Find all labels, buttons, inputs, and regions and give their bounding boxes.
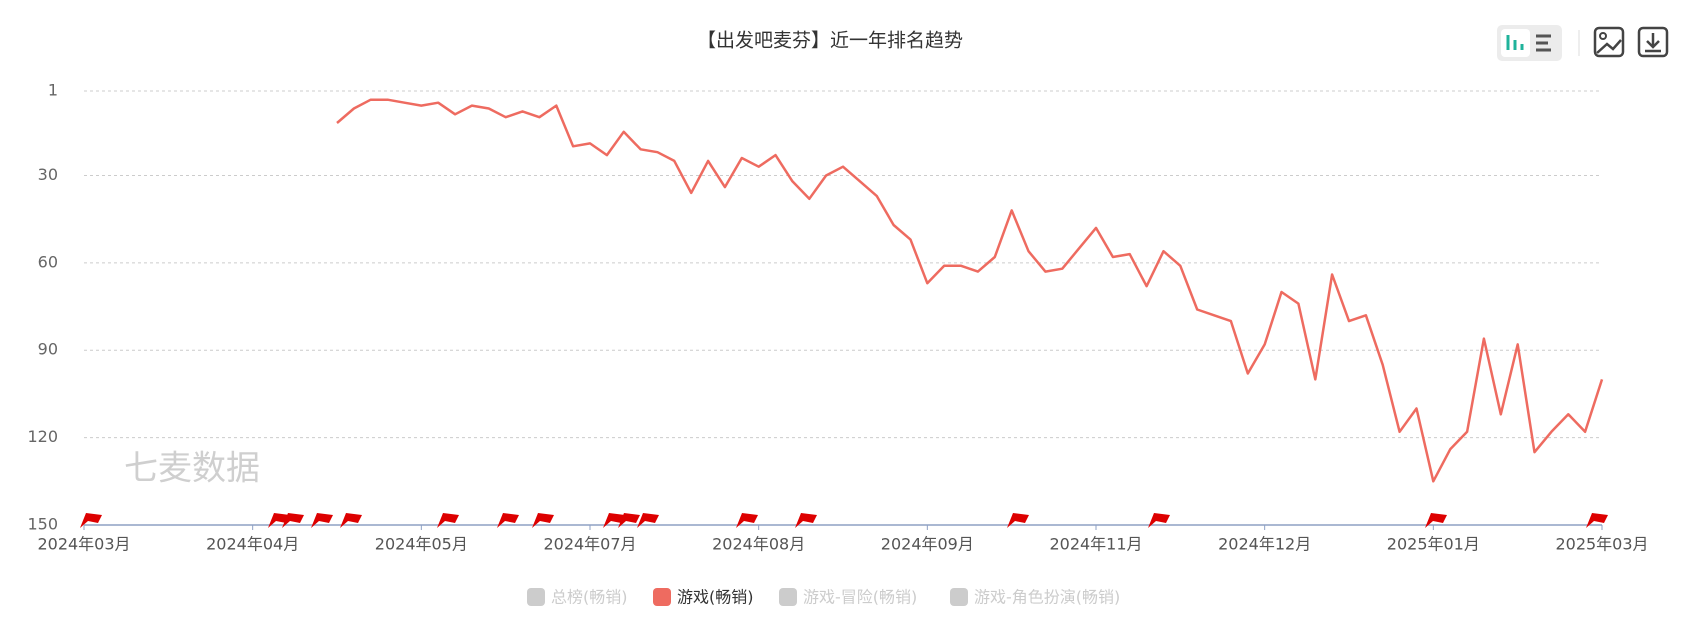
y-tick-label: 90 — [38, 340, 58, 359]
event-flag — [637, 513, 659, 528]
legend-label: 游戏-角色扮演(畅销) — [974, 588, 1120, 607]
legend-label: 游戏(畅销) — [677, 588, 754, 607]
x-tick-label: 2024年12月 — [1218, 535, 1311, 554]
event-flag — [618, 513, 640, 528]
legend-item[interactable]: 总榜(畅销) — [527, 588, 628, 607]
y-tick-label: 1 — [48, 81, 58, 100]
x-tick-label: 2025年01月 — [1387, 535, 1480, 554]
event-flag — [532, 513, 554, 528]
y-tick-label: 150 — [27, 515, 58, 534]
legend-label: 游戏-冒险(畅销) — [803, 588, 917, 607]
event-flag — [340, 513, 362, 528]
x-tick-label: 2024年05月 — [375, 535, 468, 554]
y-tick-label: 60 — [38, 252, 58, 271]
x-tick-label: 2024年11月 — [1049, 535, 1142, 554]
toolbar — [1497, 25, 1669, 61]
legend-item[interactable]: 游戏(畅销) — [653, 588, 754, 607]
event-flag — [1586, 513, 1608, 528]
x-tick-label: 2024年03月 — [37, 535, 130, 554]
legend-item[interactable]: 游戏-角色扮演(畅销) — [950, 588, 1120, 607]
x-tick-label: 2025年03月 — [1555, 535, 1648, 554]
event-flag — [268, 513, 290, 528]
legend-swatch — [527, 588, 545, 606]
event-flag — [1007, 513, 1029, 528]
event-flag — [1425, 513, 1447, 528]
legend-swatch — [653, 588, 671, 606]
legend-item[interactable]: 游戏-冒险(畅销) — [779, 588, 917, 607]
y-tick-label: 120 — [27, 427, 58, 446]
event-flag — [282, 513, 304, 528]
event-flag — [311, 513, 333, 528]
download-button[interactable] — [1637, 26, 1669, 58]
x-tick-label: 2024年09月 — [881, 535, 974, 554]
legend-swatch — [779, 588, 797, 606]
event-flag — [1148, 513, 1170, 528]
event-flag — [603, 513, 625, 528]
legend-label: 总榜(畅销) — [551, 588, 628, 607]
legend-swatch — [950, 588, 968, 606]
x-tick-label: 2024年08月 — [712, 535, 805, 554]
x-tick-label: 2024年04月 — [206, 535, 299, 554]
event-flag — [437, 513, 459, 528]
y-tick-label: 30 — [38, 165, 58, 184]
event-flag — [80, 513, 102, 528]
x-tick-label: 2024年07月 — [543, 535, 636, 554]
list-icon[interactable] — [1536, 34, 1551, 52]
image-button[interactable] — [1593, 26, 1625, 58]
watermark: 七麦数据 — [124, 449, 260, 489]
chart-icon — [1506, 35, 1524, 50]
event-flag — [736, 513, 758, 528]
rank-line — [336, 98, 1604, 483]
chart-title: 【出发吧麦芬】近一年排名趋势 — [697, 30, 963, 52]
event-flag — [795, 513, 817, 528]
event-flag — [497, 513, 519, 528]
